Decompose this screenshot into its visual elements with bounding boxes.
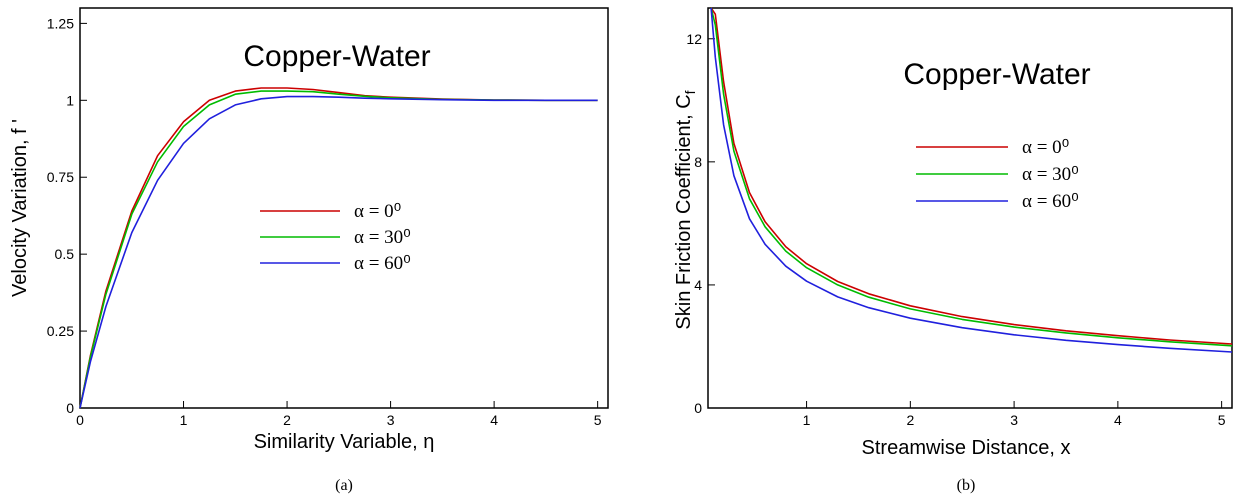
chart-a-x-tick-label: 0: [76, 412, 84, 428]
chart-a-x-tick-label: 1: [180, 412, 188, 428]
chart-a-legend-label-1: α = 30⁰: [354, 227, 411, 248]
chart-b-legend-label-2: α = 60⁰: [1022, 191, 1079, 212]
chart-a-y-axis-label: Velocity Variation, f ': [9, 119, 31, 297]
chart-a-y-tick-label: 1: [66, 92, 74, 108]
chart-a: 0 1 2 3 4 5 0 0.25 0.5 0.75 1 1.25 Copper-Water α =…: [9, 7, 609, 494]
chart-a-y-tick-label: 1.25: [47, 15, 74, 31]
chart-b-series-line-1: [710, 7, 1233, 347]
chart-a-y-tick-label: 0: [66, 400, 74, 416]
chart-b-y-tick-label: 12: [686, 31, 702, 47]
chart-b-legend-label-1: α = 30⁰: [1022, 164, 1079, 185]
chart-b-y-axis-label: Skin Friction Coefficient, Cf: [673, 90, 698, 329]
chart-a-x-axis-label: Similarity Variable, η: [254, 431, 435, 453]
chart-a-caption: (a): [335, 477, 353, 494]
chart-a-legend-label-2: α = 60⁰: [354, 253, 411, 274]
chart-b-legend-label-0: α = 0⁰: [1022, 137, 1069, 158]
chart-a-legend: α = 0⁰ α = 30⁰ α = 60⁰: [260, 201, 411, 274]
chart-a-legend-label-0: α = 0⁰: [354, 201, 401, 222]
chart-a-series: [79, 87, 598, 409]
chart-a-title: Copper-Water: [243, 40, 430, 73]
chart-b-x-tick-label: 2: [906, 412, 914, 428]
chart-a-series-line-2: [79, 95, 598, 409]
chart-b-y-tick-label: 0: [694, 400, 702, 416]
chart-a-ticks: 0 1 2 3 4 5 0 0.25 0.5 0.75 1 1.25: [47, 15, 602, 428]
chart-a-y-tick-label: 0.75: [47, 169, 74, 185]
chart-b-series: [710, 7, 1233, 353]
chart-a-y-tick-label: 0.5: [55, 246, 75, 262]
chart-b-y-axis-label-main: Skin Friction Coefficient, C: [673, 94, 695, 329]
chart-a-x-tick-label: 5: [594, 412, 602, 428]
chart-b-series-line-2: [710, 7, 1233, 353]
chart-b-x-tick-label: 1: [803, 412, 811, 428]
chart-b-plot-frame: [707, 7, 1233, 409]
chart-b-title: Copper-Water: [903, 58, 1090, 91]
chart-a-series-line-0: [79, 87, 598, 409]
chart-a-x-tick-label: 4: [490, 412, 498, 428]
chart-a-series-line-1: [79, 90, 598, 409]
chart-b-legend: α = 0⁰ α = 30⁰ α = 60⁰: [916, 137, 1079, 212]
chart-b-x-axis-label: Streamwise Distance, x: [862, 437, 1071, 459]
chart-b-series-line-0: [710, 7, 1233, 345]
chart-a-y-tick-label: 0.25: [47, 323, 74, 339]
chart-b-caption: (b): [957, 477, 976, 494]
chart-b-x-tick-label: 4: [1114, 412, 1122, 428]
chart-b-y-axis-label-subscript: f: [682, 90, 698, 94]
chart-b-y-tick-label: 8: [694, 154, 702, 170]
chart-a-x-tick-label: 3: [387, 412, 395, 428]
chart-b-x-tick-label: 3: [1010, 412, 1018, 428]
chart-a-plot-frame: [79, 7, 609, 409]
chart-b-x-tick-label: 5: [1218, 412, 1226, 428]
chart-a-x-tick-label: 2: [283, 412, 291, 428]
chart-b-y-tick-label: 4: [694, 277, 702, 293]
